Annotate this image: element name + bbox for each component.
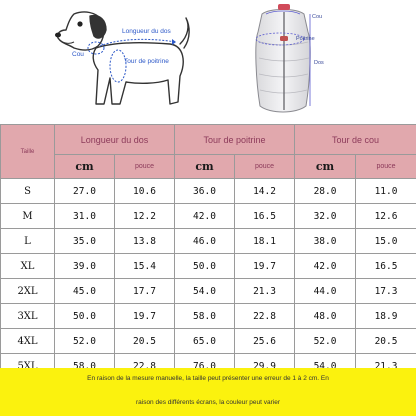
size-cell: L — [0, 228, 55, 254]
chest-inch-cell: 22.8 — [233, 303, 296, 329]
back-inch-cell: 15.4 — [114, 253, 175, 279]
dog-chest-label: Tour de poitrine — [124, 58, 169, 65]
table-row: XL 39.0 15.4 50.0 19.7 42.0 16.5 — [0, 253, 416, 279]
size-cell: 2XL — [0, 278, 55, 304]
chest-cm-cell: 36.0 — [174, 178, 235, 204]
back-cm-cell: 52.0 — [54, 328, 115, 354]
unit-inch: pouce — [355, 154, 416, 179]
table-row: 2XL 45.0 17.7 54.0 21.3 44.0 17.3 — [0, 278, 416, 304]
back-cm-cell: 35.0 — [54, 228, 115, 254]
back-cm-cell: 45.0 — [54, 278, 115, 304]
unit-cm: cm — [54, 154, 115, 179]
size-cell: XL — [0, 253, 55, 279]
neck-inch-cell: 18.9 — [355, 303, 416, 329]
neck-cm-cell: 38.0 — [294, 228, 357, 254]
table-row: L 35.0 13.8 46.0 18.1 38.0 15.0 — [0, 228, 416, 254]
disclaimer-line-2: raison des différents écrans, la couleur… — [135, 399, 281, 406]
neck-cm-cell: 32.0 — [294, 203, 357, 229]
chest-inch-cell: 16.5 — [233, 203, 296, 229]
chest-cm-cell: 42.0 — [174, 203, 235, 229]
vest-back-label: Dos — [314, 60, 324, 66]
back-cm-cell: 39.0 — [54, 253, 115, 279]
chest-cm-cell: 54.0 — [174, 278, 235, 304]
dog-back-label: Longueur du dos — [122, 28, 171, 35]
size-cell: M — [0, 203, 55, 229]
neck-inch-cell: 16.5 — [355, 253, 416, 279]
back-inch-cell: 17.7 — [114, 278, 175, 304]
unit-inch: pouce — [114, 154, 175, 179]
disclaimer-banner: En raison de la mesure manuelle, la tail… — [0, 368, 416, 416]
chest-inch-cell: 21.3 — [233, 278, 296, 304]
neck-inch-cell: 17.3 — [355, 278, 416, 304]
table-row: 3XL 50.0 19.7 58.0 22.8 48.0 18.9 — [0, 303, 416, 329]
back-inch-cell: 19.7 — [114, 303, 175, 329]
size-cell: 4XL — [0, 328, 55, 354]
disclaimer-line-1: En raison de la mesure manuelle, la tail… — [87, 375, 329, 382]
table-row: S 27.0 10.6 36.0 14.2 28.0 11.0 — [0, 178, 416, 204]
back-cm-cell: 50.0 — [54, 303, 115, 329]
table-row: M 31.0 12.2 42.0 16.5 32.0 12.6 — [0, 203, 416, 229]
table-unit-row: cm pouce cm pouce cm pouce — [1, 154, 416, 179]
neck-inch-cell: 20.5 — [355, 328, 416, 354]
size-chart-table: Taille Longueur du dos Tour de poitrine … — [0, 124, 416, 379]
chest-inch-cell: 25.6 — [233, 328, 296, 354]
measurement-diagrams: Longueur du dos Cou Tour de poitrine Cou… — [0, 0, 416, 124]
vest-chest-label: Poitrine — [296, 36, 315, 42]
neck-cm-cell: 28.0 — [294, 178, 357, 204]
chest-cm-cell: 50.0 — [174, 253, 235, 279]
size-cell: 3XL — [0, 303, 55, 329]
back-cm-cell: 27.0 — [54, 178, 115, 204]
chest-inch-cell: 14.2 — [233, 178, 296, 204]
unit-cm: cm — [174, 154, 235, 179]
size-cell: S — [0, 178, 55, 204]
back-inch-cell: 20.5 — [114, 328, 175, 354]
back-inch-cell: 12.2 — [114, 203, 175, 229]
neck-cm-cell: 48.0 — [294, 303, 357, 329]
vest-neck-label: Cou — [312, 14, 323, 20]
neck-cm-cell: 42.0 — [294, 253, 357, 279]
unit-cm: cm — [294, 154, 357, 179]
back-cm-cell: 31.0 — [54, 203, 115, 229]
back-length-header: Longueur du dos — [54, 124, 175, 155]
vest-measurement-illustration — [255, 4, 311, 113]
size-column-header: Taille — [0, 124, 55, 179]
chest-cm-cell: 65.0 — [174, 328, 235, 354]
neck-inch-cell: 12.6 — [355, 203, 416, 229]
back-inch-cell: 13.8 — [114, 228, 175, 254]
chest-cm-cell: 58.0 — [174, 303, 235, 329]
chest-inch-cell: 19.7 — [233, 253, 296, 279]
neck-cm-cell: 44.0 — [294, 278, 357, 304]
chest-inch-cell: 18.1 — [233, 228, 296, 254]
neck-cm-cell: 52.0 — [294, 328, 357, 354]
table-header-row: Taille Longueur du dos Tour de poitrine … — [0, 124, 416, 179]
dog-measurement-illustration — [55, 11, 190, 105]
back-inch-cell: 10.6 — [114, 178, 175, 204]
chest-cm-cell: 46.0 — [174, 228, 235, 254]
neck-inch-cell: 11.0 — [355, 178, 416, 204]
table-row: 4XL 52.0 20.5 65.0 25.6 52.0 20.5 — [0, 328, 416, 354]
dog-neck-label: Cou — [72, 51, 84, 58]
unit-inch: pouce — [233, 154, 296, 179]
neck-inch-cell: 15.0 — [355, 228, 416, 254]
chest-girth-header: Tour de poitrine — [173, 124, 296, 155]
neck-girth-header: Tour de cou — [294, 124, 416, 155]
